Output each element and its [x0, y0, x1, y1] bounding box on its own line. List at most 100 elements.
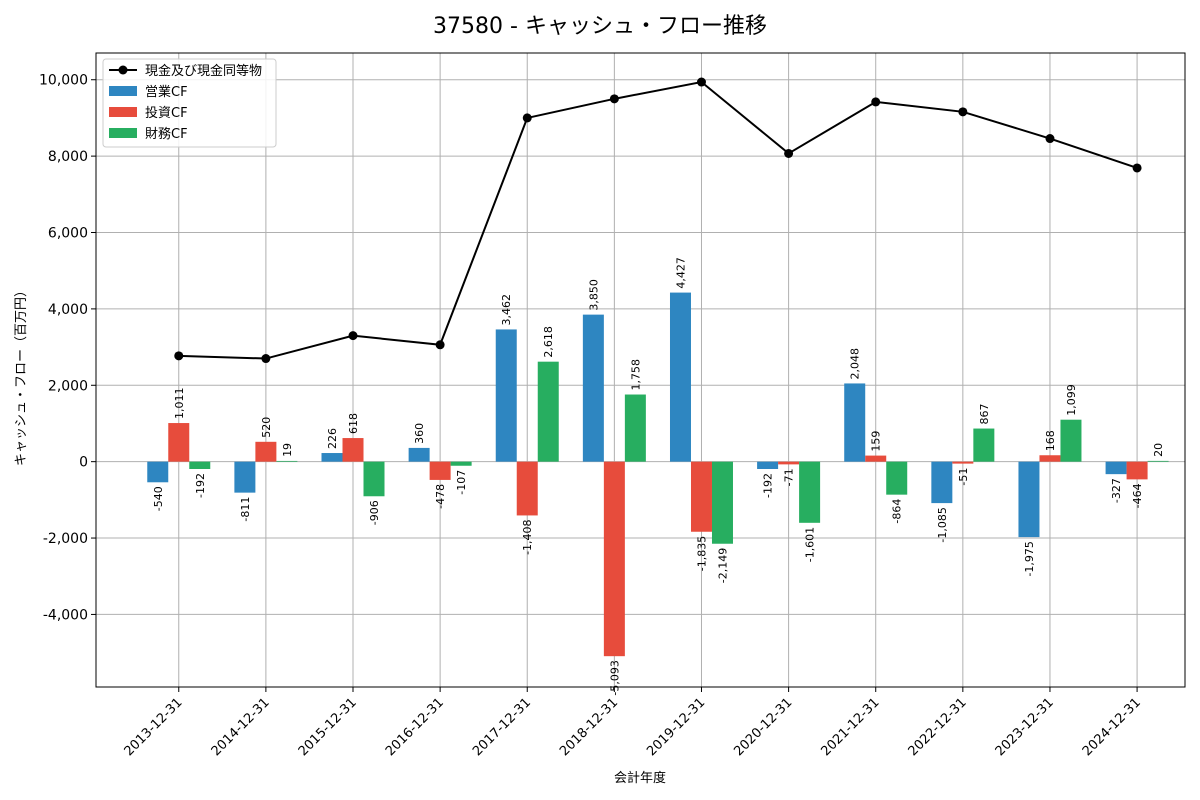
legend-entry-label: 営業CF [145, 84, 188, 100]
cash-point [435, 340, 445, 350]
bar-2 [255, 441, 277, 462]
bar-value-label: 20 [1152, 443, 1165, 457]
bar-3 [450, 461, 472, 466]
bar-value-label: -192 [762, 473, 775, 498]
bar-value-label: -107 [455, 470, 468, 495]
y-tick-label: -4,000 [43, 607, 88, 623]
bar-value-label: -327 [1110, 478, 1123, 503]
cash-point [174, 351, 184, 361]
bar-value-label: -51 [957, 468, 970, 486]
x-tick-label: 2015-12-31 [296, 695, 360, 759]
bar-value-label: 1,758 [629, 359, 642, 391]
bar-value-label: 1,011 [173, 388, 186, 420]
cash-point [261, 354, 271, 364]
bar-3 [537, 361, 559, 462]
bar-1 [669, 292, 691, 462]
bar-3 [711, 461, 733, 544]
x-tick-label: 2020-12-31 [731, 695, 795, 759]
legend-box [102, 58, 277, 148]
bar-value-label: -1,601 [804, 527, 817, 562]
bar-value-label: -1,975 [1023, 541, 1036, 576]
bar-1 [495, 329, 517, 462]
x-tick-label: 2014-12-31 [209, 695, 273, 759]
bar-2 [342, 438, 364, 462]
y-tick-label: 4,000 [48, 302, 88, 318]
bar-value-label: 226 [326, 428, 339, 449]
bar-value-label: -906 [368, 500, 381, 525]
data-labels: -540 -811 226 360 3,462 3,850 4,427 -192 2,048 -1… [152, 257, 1165, 696]
x-tick-label: 2022-12-31 [906, 695, 970, 759]
y-axis-label: キャッシュ・フロー（百万円） [14, 284, 29, 466]
y-tick-label: -2,000 [43, 531, 88, 547]
cash-line-series [174, 77, 1142, 364]
x-tick-label: 2013-12-31 [122, 695, 186, 759]
cash-point [348, 331, 358, 341]
cash-point [871, 97, 881, 107]
bar-2 [603, 461, 625, 657]
bar-2 [952, 461, 974, 464]
bar-2 [690, 461, 712, 532]
bar-1 [1018, 461, 1040, 538]
x-tick-label: 2016-12-31 [383, 695, 447, 759]
bar-value-label: 19 [281, 443, 294, 457]
bar-3 [363, 461, 385, 497]
legend-entry-label: 財務CF [145, 127, 188, 142]
bar-value-label: 159 [870, 431, 883, 452]
legend-entry-label: 現金及び現金同等物 [145, 63, 262, 79]
cash-point [1045, 134, 1055, 144]
plot-frame [95, 52, 1186, 688]
bar-1 [931, 461, 953, 504]
bar-1 [844, 383, 866, 462]
bar-3 [624, 394, 646, 462]
bar-value-label: 2,048 [849, 348, 862, 380]
bar-1 [234, 461, 256, 493]
cash-point [1132, 163, 1142, 173]
y-tick-label: 10,000 [39, 73, 88, 89]
x-tick-label: 2024-12-31 [1080, 695, 1144, 759]
bar-1 [1105, 461, 1127, 475]
bar-value-label: -1,408 [521, 519, 534, 554]
bar-3 [189, 461, 211, 469]
legend-marker-swatch [118, 65, 128, 75]
bar-1 [321, 453, 343, 462]
bar-value-label: -192 [194, 473, 207, 498]
bar-value-label: -540 [152, 486, 165, 511]
bar-value-label: 1,099 [1065, 384, 1078, 416]
cash-point [958, 107, 968, 117]
bar-1 [408, 447, 430, 462]
bar-value-label: -464 [1131, 483, 1144, 508]
y-axis: -4,000 -2,000 0 2,000 4,000 6,000 8,000 10,000 [39, 73, 96, 623]
cash-point [696, 77, 706, 87]
bar-value-label: -1,085 [936, 507, 949, 542]
bar-3 [1147, 460, 1169, 462]
cash-point [784, 148, 794, 158]
bar-value-label: -478 [434, 484, 447, 509]
legend-entry-label: 投資CF [145, 105, 188, 121]
bar-2 [1039, 455, 1061, 462]
x-axis-label: 会計年度 [614, 770, 666, 786]
bar-value-label: 3,462 [500, 294, 513, 326]
bar-1 [582, 314, 604, 462]
bar-3 [973, 428, 995, 462]
bar-2 [168, 423, 190, 462]
bar-value-label: 520 [260, 417, 273, 438]
bar-value-label: -811 [239, 497, 252, 522]
x-axis: 2013-12-31 2014-12-31 2015-12-31 2016-12-31… [122, 687, 1144, 759]
bar-2 [778, 461, 800, 465]
cash-line [178, 80, 1138, 360]
legend-bar-swatch [109, 107, 137, 117]
x-tick-label: 2018-12-31 [557, 695, 621, 759]
bar-3 [886, 461, 908, 495]
y-tick-label: 0 [79, 455, 88, 471]
bar-2 [1126, 461, 1148, 480]
bar-value-label: 618 [347, 413, 360, 434]
bar-value-label: 3,850 [587, 279, 600, 311]
bar-1 [757, 461, 779, 469]
bar-value-label: -2,149 [716, 548, 729, 583]
bar-value-label: 4,427 [674, 257, 687, 289]
y-tick-label: 2,000 [48, 378, 88, 394]
bar-2 [516, 461, 538, 516]
chart-title: 37580 - キャッシュ・フロー推移 [433, 14, 767, 39]
